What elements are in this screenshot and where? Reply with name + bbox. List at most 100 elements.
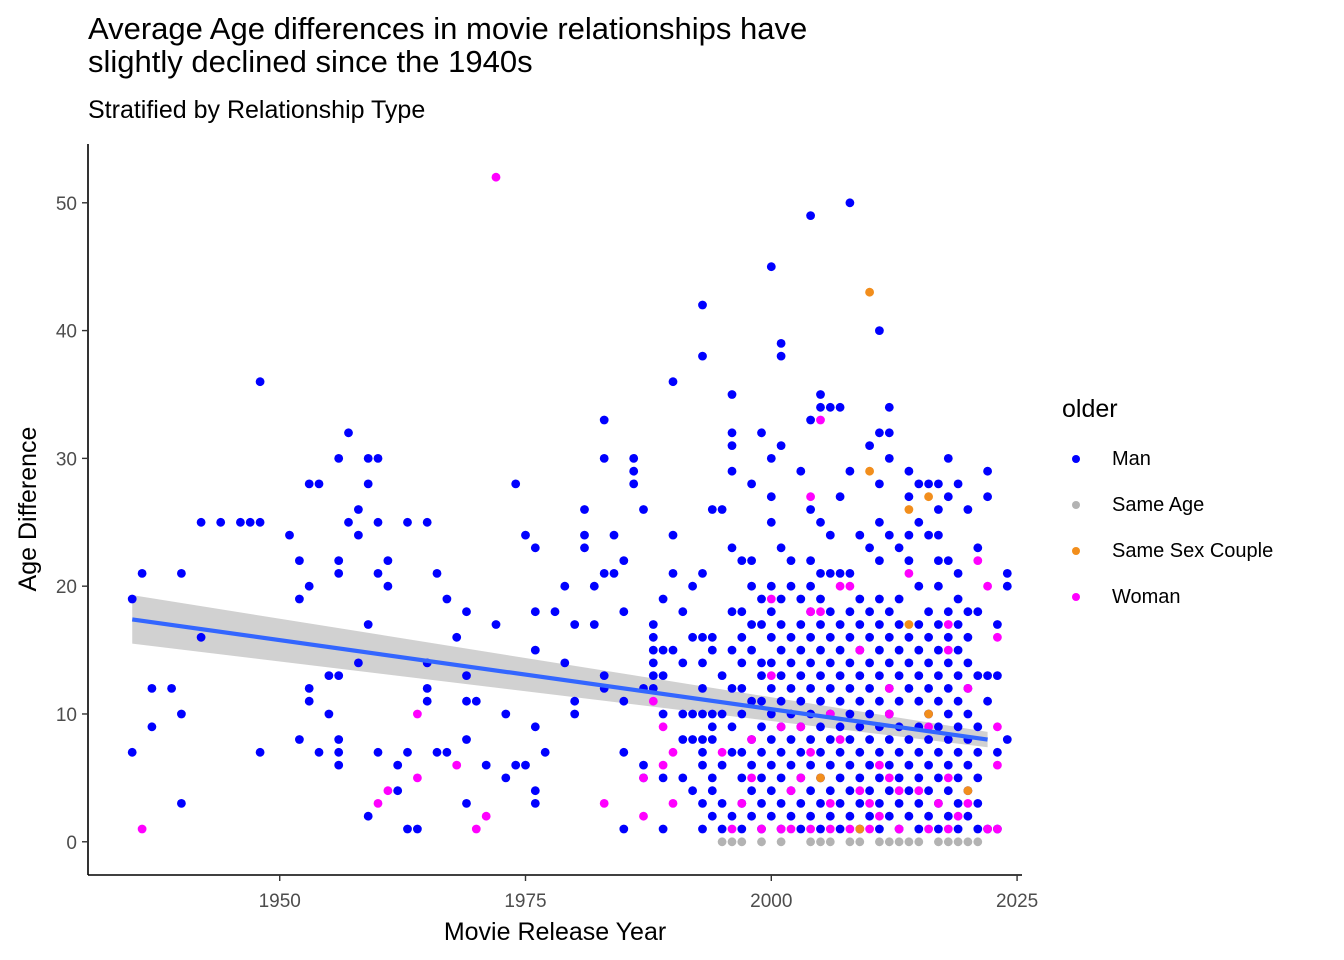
data-point-man (904, 632, 914, 642)
data-point-man (973, 747, 983, 757)
data-point-man (363, 620, 373, 629)
data-point-man (943, 811, 953, 821)
data-point-man (285, 530, 294, 540)
data-point-man (796, 696, 806, 706)
data-point-man (757, 799, 766, 808)
data-point-woman (973, 556, 983, 565)
data-point-man (806, 786, 815, 796)
data-point-man (845, 684, 855, 693)
data-point-man (727, 645, 737, 655)
data-point-same-age (875, 837, 884, 847)
data-point-man (865, 543, 874, 553)
data-point-man (688, 735, 697, 744)
data-point-woman (786, 786, 796, 796)
data-point-man (776, 620, 786, 629)
data-point-man (698, 747, 707, 757)
data-point-man (884, 632, 894, 642)
data-point-woman (639, 811, 648, 821)
data-point-man (334, 671, 344, 680)
data-point-woman (806, 492, 815, 502)
data-point-man (698, 300, 707, 310)
data-point-man (442, 747, 452, 757)
data-point-man (648, 645, 658, 655)
data-point-man (904, 786, 914, 796)
data-point-man (943, 454, 953, 463)
data-point-man (894, 645, 904, 655)
data-point-man (816, 799, 825, 808)
legend-label-same-sex-couple: Same Sex Couple (1112, 539, 1274, 562)
data-point-man (570, 696, 580, 706)
y-tick-label: 40 (56, 322, 77, 343)
data-point-man (383, 581, 393, 591)
data-point-man (344, 428, 353, 438)
data-point-man (354, 530, 363, 540)
data-point-man (530, 786, 540, 796)
data-point-man (963, 709, 973, 719)
data-point-man (914, 479, 924, 489)
data-point-woman (816, 415, 825, 425)
data-point-man (983, 696, 992, 706)
data-point-woman (855, 645, 865, 655)
data-point-man (806, 658, 815, 668)
data-point-man (816, 824, 825, 834)
data-point-woman (845, 824, 855, 834)
data-point-man (796, 799, 806, 808)
data-point-man (629, 454, 639, 463)
data-point-man (924, 479, 933, 489)
data-point-man (875, 824, 884, 834)
data-point-man (855, 530, 865, 540)
data-point-woman (757, 824, 766, 834)
data-point-man (855, 773, 865, 783)
data-point-woman (599, 799, 609, 808)
data-point-man (177, 569, 186, 578)
data-point-man (570, 709, 580, 719)
data-point-man (875, 696, 884, 706)
data-point-man (806, 684, 815, 693)
data-point-man (953, 479, 963, 489)
legend-swatch-woman (1072, 593, 1080, 601)
data-point-man (747, 479, 756, 489)
data-point-man (934, 824, 943, 834)
data-point-man (324, 709, 334, 719)
data-point-man (806, 211, 815, 221)
data-point-man (147, 684, 157, 693)
data-point-man (1002, 569, 1012, 578)
data-point-woman (648, 696, 658, 706)
data-point-man (629, 479, 639, 489)
data-point-man (766, 632, 776, 642)
data-point-man (462, 696, 471, 706)
data-point-man (825, 658, 835, 668)
data-point-same-age (934, 837, 943, 847)
data-point-man (845, 735, 855, 744)
data-point-man (855, 696, 865, 706)
data-point-same-age (963, 837, 973, 847)
data-point-woman (875, 760, 884, 770)
data-point-man (865, 607, 874, 617)
data-point-man (845, 811, 855, 821)
data-point-man (688, 632, 697, 642)
data-point-man (707, 786, 717, 796)
data-point-man (521, 530, 530, 540)
data-point-man (462, 735, 471, 744)
data-point-woman (983, 581, 992, 591)
data-point-man (304, 581, 314, 591)
data-point-man (776, 441, 786, 450)
data-point-woman (816, 607, 825, 617)
data-point-man (845, 709, 855, 719)
data-point-man (943, 658, 953, 668)
data-point-man (540, 747, 550, 757)
data-point-man (816, 390, 825, 399)
data-point-man (806, 811, 815, 821)
data-point-man (796, 594, 806, 604)
data-point-man (816, 696, 825, 706)
data-point-man (786, 632, 796, 642)
data-point-man (924, 786, 933, 796)
data-point-man (580, 530, 589, 540)
data-point-man (698, 658, 707, 668)
data-point-man (953, 645, 963, 655)
data-point-woman (668, 747, 678, 757)
data-point-man (894, 620, 904, 629)
data-point-man (865, 760, 874, 770)
data-point-man (757, 620, 766, 629)
